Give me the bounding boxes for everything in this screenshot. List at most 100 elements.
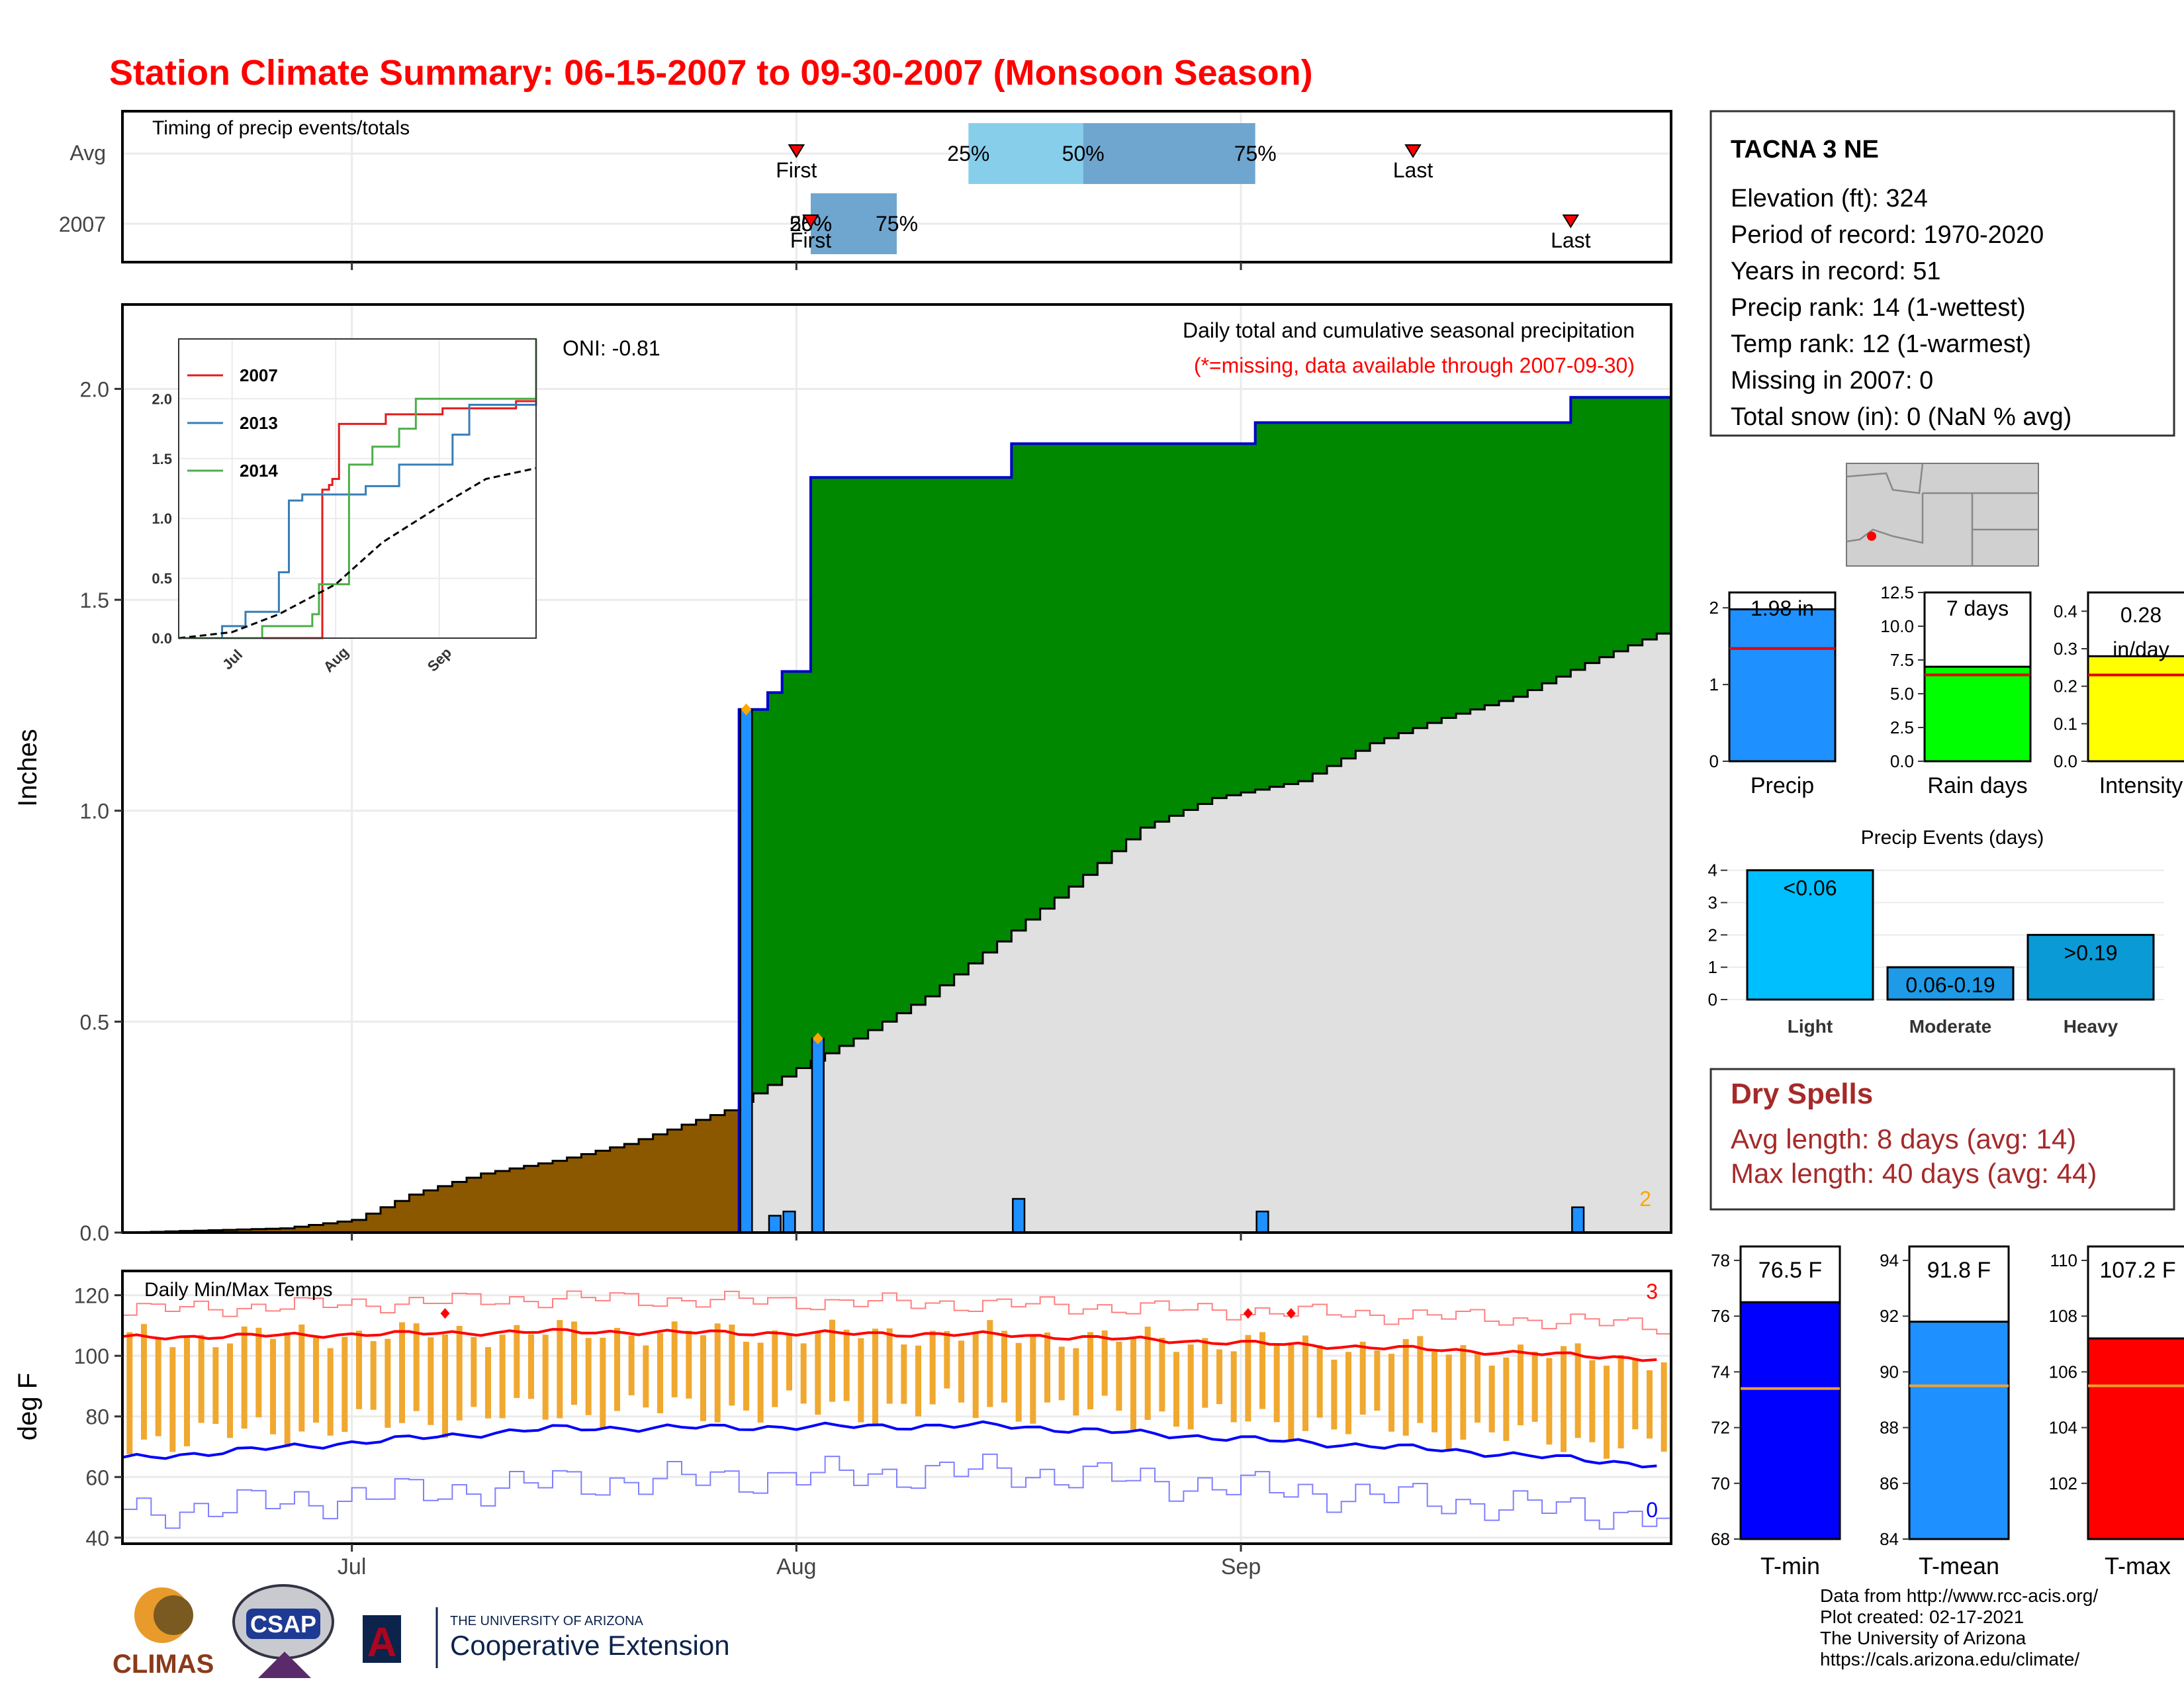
station-info-frame xyxy=(1709,110,2175,437)
footer-credits: Data from http://www.rcc-acis.org/ Plot … xyxy=(1820,1585,2098,1669)
daily-precip-bar xyxy=(1255,1210,1269,1234)
event-bar-range: <0.06 xyxy=(1784,876,1837,900)
summary-bar-label: Precip xyxy=(1751,773,1814,798)
timing-row-2007-label: 2007 xyxy=(59,212,106,236)
temp-summary-ytick-label: 90 xyxy=(1880,1362,1899,1382)
temp-y-axis-label: deg F xyxy=(13,1373,42,1440)
record-max-line xyxy=(122,1290,1671,1335)
station-info-line: Total snow (in): 0 (NaN % avg) xyxy=(1731,403,2071,431)
inset-ytick-label: 0.0 xyxy=(152,630,172,647)
daily-precip-bar xyxy=(1571,1206,1585,1234)
dry-spells-title: Dry Spells xyxy=(1731,1078,1873,1110)
inset-bg xyxy=(178,338,537,639)
temp-summary-label: T-max xyxy=(2105,1552,2171,1579)
month-label: Jul xyxy=(338,1554,366,1579)
summary-bar-ytick-label: 1 xyxy=(1709,675,1719,694)
summary-bar-ytick-label: 10.0 xyxy=(1880,616,1914,636)
month-label: Sep xyxy=(1221,1554,1261,1579)
events-ytick-label: 2 xyxy=(1708,925,1717,945)
station-info-line: Temp rank: 12 (1-warmest) xyxy=(1731,330,2031,358)
temp-summary-ytick-label: 104 xyxy=(2049,1418,2077,1438)
footer-line: Plot created: 02-17-2021 xyxy=(1820,1607,2024,1627)
inset-series-2014 xyxy=(179,339,537,639)
dry-spells-box: Dry Spells Avg length: 8 days (avg: 14) … xyxy=(1709,1068,2175,1211)
summary-bar-charts: 0 1 2 1.98 in Precip 0.0 2.5 5.0 7.5 10.0 12.5 7 da… xyxy=(1709,583,2184,798)
timing-2007-first-label: First xyxy=(790,228,831,252)
inset-legend-label: 2007 xyxy=(240,365,278,385)
ua-logo-letter: A xyxy=(367,1620,397,1665)
events-ytick-label: 3 xyxy=(1708,892,1717,912)
ua-logo-small-text: THE UNIVERSITY OF ARIZONA xyxy=(450,1614,644,1628)
precip-events-chart: Precip Events (days) 0 1 2 3 4 <0.06 Light 0.06… xyxy=(1708,827,2164,1037)
deficit-area xyxy=(136,1110,739,1233)
summary-bar-ytick-label: 0.0 xyxy=(1890,751,1914,771)
temp-summary-ytick-label: 92 xyxy=(1880,1306,1899,1326)
inset-series-2007 xyxy=(179,400,536,639)
inset-ytick-label: 1.5 xyxy=(152,451,172,467)
temp-summary-ytick-label: 70 xyxy=(1711,1474,1730,1493)
timing-avg-iqr-upper xyxy=(1083,123,1255,184)
timing-avg-last-marker xyxy=(1404,144,1422,158)
temp-ytick-label: 40 xyxy=(85,1526,109,1550)
avg-cumulative-area xyxy=(122,633,1671,1233)
events-ytick-label: 1 xyxy=(1708,957,1717,977)
timing-2007-last-label: Last xyxy=(1551,228,1591,252)
temp-panel-label: Daily Min/Max Temps xyxy=(144,1279,333,1301)
temp-summary-ytick-label: 106 xyxy=(2049,1362,2077,1382)
temp-summary-bar-t-min xyxy=(1739,1301,1841,1540)
map-state-borders xyxy=(1846,463,2038,566)
avg-cumulative-line xyxy=(122,632,1671,1234)
temp-summary-bar-t-mean xyxy=(1908,1321,2010,1540)
event-bar-label: Light xyxy=(1788,1016,1833,1037)
record-high-marker xyxy=(1286,1308,1296,1319)
temp-summary-ytick-label: 76 xyxy=(1711,1306,1730,1326)
precip-panel-frame xyxy=(121,303,1672,1234)
summary-bar-ytick-label: 2 xyxy=(1709,598,1719,618)
temp-summary-bar-t-max xyxy=(2087,1337,2184,1540)
precip-corner-count: 2 xyxy=(1639,1187,1651,1211)
summary-bar-ytick-label: 0.0 xyxy=(2054,751,2077,771)
event-bar-label: Heavy xyxy=(2064,1016,2118,1037)
inset-avg-line xyxy=(178,467,537,639)
summary-bar-precip xyxy=(1728,608,1837,763)
inset-ytick-label: 2.0 xyxy=(152,391,172,407)
timing-panel: Timing of precip events/totals Avg 2007 … xyxy=(59,110,1672,270)
csap-logo-mountain xyxy=(258,1652,311,1678)
summary-bar-value: in/day xyxy=(2113,637,2169,661)
event-bar-light xyxy=(1746,869,1874,1001)
ua-logo-block xyxy=(363,1615,401,1663)
temp-panel-bg xyxy=(122,1271,1671,1544)
temp-summary-value: 107.2 F xyxy=(2099,1258,2175,1283)
missing-note: (*=missing, data available through 2007-… xyxy=(1194,353,1635,377)
footer-line: Data from http://www.rcc-acis.org/ xyxy=(1820,1585,2098,1606)
temp-summary-ytick-label: 94 xyxy=(1880,1250,1899,1270)
station-info-line: Years in record: 51 xyxy=(1731,258,1941,285)
temp-panel: 40 60 80 100 120 Daily Min/Max Temps deg F 3… xyxy=(13,1270,1672,1579)
summary-bar-ytick-label: 12.5 xyxy=(1880,583,1914,602)
oni-label: ONI: -0.81 xyxy=(563,336,660,360)
timing-row-avg-label: Avg xyxy=(69,141,106,165)
climas-logo-shape xyxy=(154,1595,193,1635)
precip-ytick-label: 1.0 xyxy=(80,800,109,823)
csap-logo-text: CSAP xyxy=(250,1611,316,1638)
daily-precip-bar xyxy=(811,1037,825,1234)
avg-min-temp-line xyxy=(122,1420,1657,1469)
record-high-marker xyxy=(440,1308,450,1319)
station-location-marker xyxy=(1867,532,1876,541)
precip-panel: 0.0 0.5 1.0 1.5 2.0 Inches ONI: -0.81 Daily … xyxy=(13,303,1672,1245)
temp-summary-label: T-min xyxy=(1760,1552,1820,1579)
temp-summary-ytick-label: 72 xyxy=(1711,1418,1730,1438)
daily-precip-marker xyxy=(741,703,752,716)
temp-summary-ytick-label: 102 xyxy=(2049,1474,2077,1493)
summary-bar-ytick-label: 0.2 xyxy=(2054,677,2077,696)
precip-events-title: Precip Events (days) xyxy=(1861,827,2044,849)
climas-logo: CLIMAS xyxy=(113,1587,214,1679)
summary-bar-ytick-label: 2.5 xyxy=(1890,718,1914,737)
timing-2007-last-marker xyxy=(1562,214,1580,228)
precip-caption: Daily total and cumulative seasonal prec… xyxy=(1183,318,1635,342)
inset-ytick-label: 0.5 xyxy=(152,571,172,587)
dry-spells-avg: Avg length: 8 days (avg: 14) xyxy=(1731,1123,2076,1154)
inset-series-2013 xyxy=(179,399,537,639)
ua-logo: A THE UNIVERSITY OF ARIZONA Cooperative … xyxy=(363,1607,730,1668)
